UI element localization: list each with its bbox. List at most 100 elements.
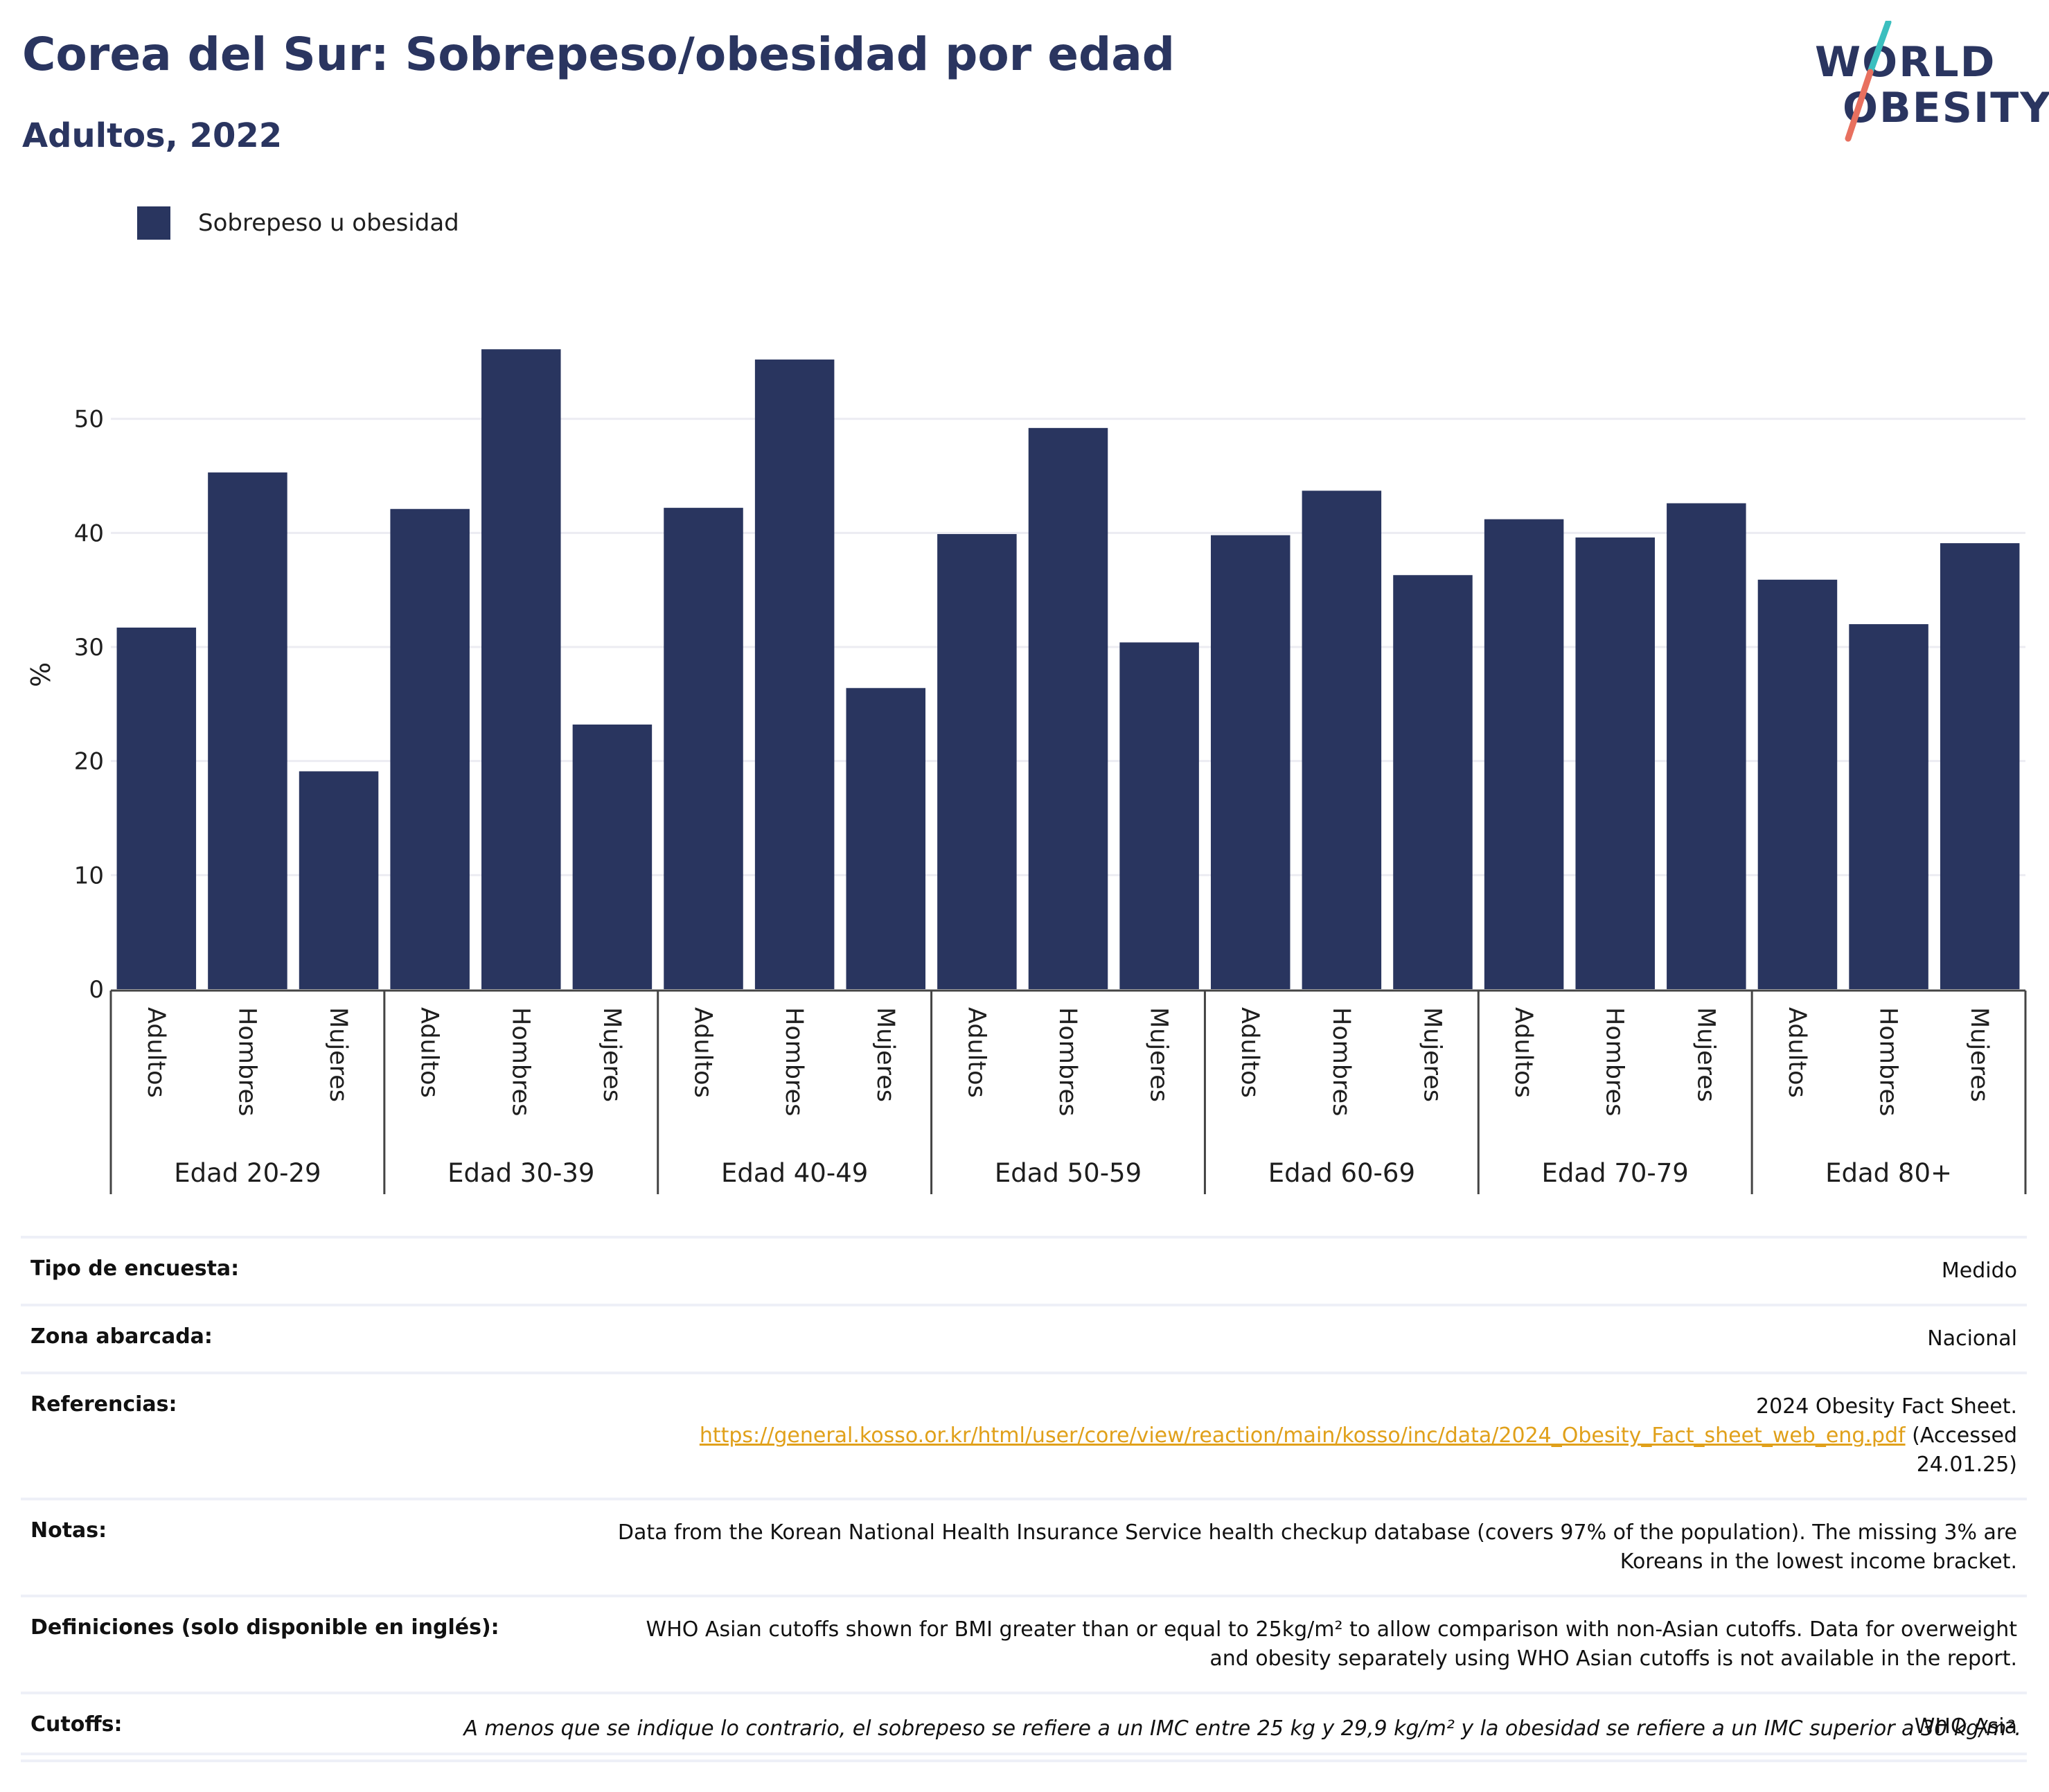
row-definitions: Definiciones (solo disponible en inglés)… <box>21 1596 2027 1693</box>
footnote-divider <box>21 1753 2027 1755</box>
x-category-label: Hombres <box>506 1007 534 1116</box>
x-category-label: Adultos <box>142 1007 170 1098</box>
x-category-label: Hombres <box>1874 1007 1902 1116</box>
y-tick-label: 10 <box>74 862 104 889</box>
notes-value: Data from the Korean National Health Ins… <box>534 1499 2027 1596</box>
references-line-1: 2024 Obesity Fact Sheet. <box>1756 1394 2017 1419</box>
bar <box>1484 519 1564 989</box>
y-tick-label: 20 <box>74 748 104 776</box>
x-category-label: Adultos <box>1783 1007 1811 1098</box>
logo-line-2: OBESITY <box>1843 84 2049 132</box>
x-category-label: Mujeres <box>1418 1007 1446 1102</box>
world-obesity-logo: WORLD OBESITY <box>1801 21 2049 145</box>
bar <box>481 349 561 990</box>
x-group-label: Edad 60-69 <box>1268 1158 1415 1188</box>
x-category-label: Adultos <box>962 1007 990 1098</box>
bar-chart: 0 10 20 30 40 50 % Adultos Hombres Mujeres Edad … <box>26 349 2027 1194</box>
bar <box>572 724 653 989</box>
bar <box>1393 575 1473 989</box>
references-accessed-b: 24.01.25) <box>1916 1453 2017 1477</box>
x-category-label: Hombres <box>233 1007 260 1116</box>
y-axis-label: % <box>26 662 56 687</box>
x-category-label: Adultos <box>689 1007 717 1098</box>
row-cutoffs: Cutoffs: WHO Asia <box>21 1693 2027 1761</box>
bar <box>1849 624 1928 989</box>
legend-swatch <box>137 206 170 240</box>
area-value: Nacional <box>1927 1327 2017 1351</box>
page-subtitle: Adultos, 2022 <box>22 116 283 155</box>
logo-slash-teal <box>1867 21 1892 76</box>
bar <box>754 360 835 989</box>
references-value: 2024 Obesity Fact Sheet. https://general… <box>534 1373 2027 1499</box>
x-category-label: Mujeres <box>1145 1007 1173 1102</box>
row-area: Zona abarcada: Nacional <box>21 1305 2027 1373</box>
row-references: Referencias: 2024 Obesity Fact Sheet. ht… <box>21 1373 2027 1499</box>
x-group-label: Edad 40-49 <box>721 1158 868 1188</box>
row-notes: Notas: Data from the Korean National Hea… <box>21 1499 2027 1596</box>
reference-link[interactable]: https://general.kosso.or.kr/html/user/co… <box>699 1423 1906 1448</box>
definitions-line-1: WHO Asian cutoffs shown for BMI greater … <box>646 1617 2017 1642</box>
footnote: A menos que se indique lo contrario, el … <box>463 1716 2021 1741</box>
x-category-label: Mujeres <box>1965 1007 1993 1102</box>
metadata-table: Tipo de encuesta: Medido Zona abarcada: … <box>21 1236 2027 1762</box>
bars <box>116 349 2020 990</box>
notes-line-2: Koreans in the lowest income bracket. <box>1620 1550 2017 1574</box>
x-category-label: Mujeres <box>598 1007 626 1102</box>
references-accessed-a: (Accessed <box>1912 1423 2017 1448</box>
legend-label: Sobrepeso u obesidad <box>198 209 459 237</box>
logo-line-1: WORLD <box>1815 38 1996 87</box>
bar <box>116 628 197 989</box>
definitions-key: Definiciones (solo disponible en inglés)… <box>30 1615 499 1640</box>
x-axis-labels: Adultos Hombres Mujeres Edad 20-29 Adultos Ho… <box>142 1007 1993 1188</box>
x-category-label: Adultos <box>1509 1007 1537 1098</box>
x-category-label: Mujeres <box>324 1007 352 1102</box>
survey-type-value: Medido <box>1941 1259 2017 1283</box>
references-line-2: https://general.kosso.or.kr/html/user/co… <box>544 1421 2017 1451</box>
bar <box>208 472 287 989</box>
logo-slash-icon <box>1845 21 1892 142</box>
definitions-value: WHO Asian cutoffs shown for BMI greater … <box>534 1596 2027 1693</box>
definitions-line-2: and obesity separately using WHO Asian c… <box>1209 1647 2017 1671</box>
notes-line-1: Data from the Korean National Health Ins… <box>617 1520 2017 1545</box>
bar <box>1667 503 1746 989</box>
x-category-label: Hombres <box>1327 1007 1355 1116</box>
y-axis-ticks: 0 10 20 30 40 50 <box>74 406 104 1004</box>
bar <box>1119 642 1199 989</box>
x-category-label: Mujeres <box>871 1007 899 1102</box>
bar <box>1028 427 1108 989</box>
chart-legend: Sobrepeso u obesidad <box>137 206 459 240</box>
x-category-label: Adultos <box>1236 1007 1263 1098</box>
survey-type-key: Tipo de encuesta: <box>30 1257 240 1281</box>
bar <box>664 508 743 989</box>
x-group-label: Edad 70-79 <box>1542 1158 1689 1188</box>
x-category-label: Adultos <box>416 1007 443 1098</box>
bar <box>1757 579 1838 989</box>
cutoffs-value: WHO Asia <box>1914 1714 2017 1739</box>
x-category-label: Hombres <box>1601 1007 1629 1116</box>
page-title: Corea del Sur: Sobrepeso/obesidad por ed… <box>22 28 1175 81</box>
logo-slash-coral <box>1845 69 1874 142</box>
x-category-label: Hombres <box>1054 1007 1081 1116</box>
cutoffs-key: Cutoffs: <box>30 1712 123 1737</box>
y-tick-label: 30 <box>74 634 104 662</box>
x-group-label: Edad 80+ <box>1825 1158 1952 1188</box>
x-category-label: Mujeres <box>1692 1007 1719 1102</box>
x-axis <box>109 989 2027 1194</box>
y-tick-label: 40 <box>74 520 104 547</box>
row-survey-type: Tipo de encuesta: Medido <box>21 1237 2027 1305</box>
references-key: Referencias: <box>30 1392 177 1417</box>
x-group-label: Edad 30-39 <box>447 1158 594 1188</box>
bar <box>1940 543 2020 989</box>
bar <box>390 508 470 989</box>
bar <box>1575 537 1655 989</box>
bar <box>937 533 1017 989</box>
x-category-label: Hombres <box>780 1007 808 1116</box>
y-tick-label: 0 <box>89 976 104 1004</box>
bar <box>1302 490 1382 989</box>
x-group-label: Edad 20-29 <box>174 1158 321 1188</box>
y-tick-label: 50 <box>74 406 104 434</box>
area-key: Zona abarcada: <box>30 1324 213 1349</box>
bar <box>299 771 379 989</box>
notes-key: Notas: <box>30 1518 107 1543</box>
bar <box>846 688 926 989</box>
